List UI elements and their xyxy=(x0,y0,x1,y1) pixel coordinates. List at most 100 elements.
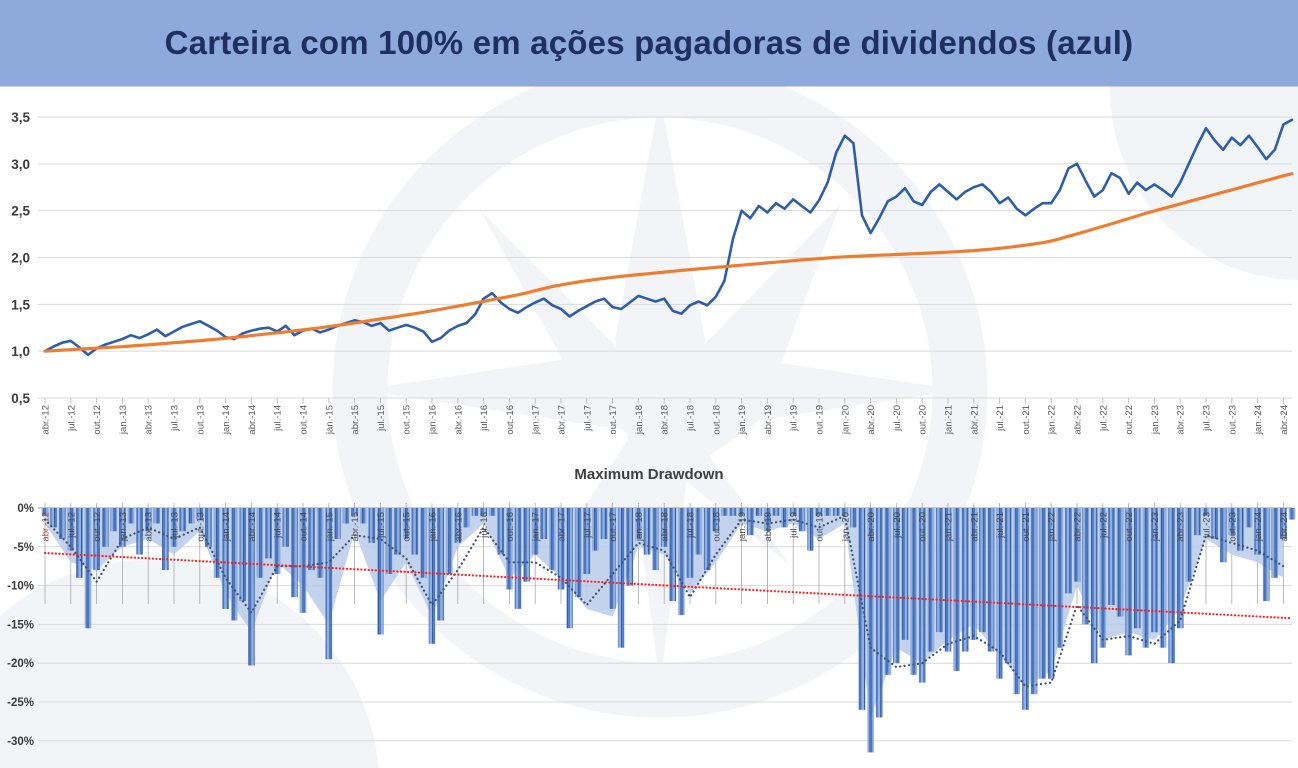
drawdown-x-tick-label: jan.-22 xyxy=(1047,512,1058,542)
drawdown-x-tick-label: out.-13 xyxy=(195,512,206,542)
performance-x-tick-label: jul.-13 xyxy=(170,405,181,432)
performance-y-tick-label: 3,0 xyxy=(11,157,30,172)
drawdown-bars xyxy=(41,508,1296,753)
performance-x-axis: abr.-12 jul.-12 out.-12 jan.-13 abr.-13 jul.-… xyxy=(41,398,1290,435)
performance-x-tick-label: out.-15 xyxy=(402,405,413,435)
drawdown-x-tick-label: jan.-13 xyxy=(118,512,129,542)
performance-x-tick-label: out.-23 xyxy=(1227,405,1238,435)
drawdown-x-tick-label: jul.-22 xyxy=(1098,512,1109,539)
drawdown-x-tick-label: jul.-13 xyxy=(170,512,181,539)
performance-x-tick-label: jan.-13 xyxy=(118,405,129,435)
drawdown-x-tick-label: abr.-20 xyxy=(866,512,877,542)
drawdown-y-tick-label: -15% xyxy=(7,619,34,631)
drawdown-x-tick-label: abr.-13 xyxy=(144,512,155,542)
drawdown-x-tick-label: jul.-20 xyxy=(892,512,903,539)
drawdown-x-tick-label: jul.-23 xyxy=(1202,512,1213,539)
performance-x-tick-label: jan.-14 xyxy=(221,405,232,435)
drawdown-x-tick-label: jan.-18 xyxy=(634,512,645,542)
drawdown-x-tick-label: out.-16 xyxy=(505,512,516,542)
performance-x-tick-label: jan.-22 xyxy=(1047,405,1058,435)
performance-x-tick-label: out.-22 xyxy=(1124,405,1135,435)
drawdown-x-tick-label: jan.-14 xyxy=(221,512,232,542)
drawdown-x-tick-label: jul.-16 xyxy=(479,512,490,539)
drawdown-x-tick-label: jan.-15 xyxy=(324,512,335,542)
performance-x-tick-label: out.-13 xyxy=(195,405,206,435)
performance-x-tick-label: out.-14 xyxy=(299,405,310,435)
drawdown-x-tick-label: jan.-21 xyxy=(944,512,955,542)
drawdown-x-tick-label: out.-21 xyxy=(1021,512,1032,542)
performance-x-tick-label: jan.-17 xyxy=(531,405,542,435)
drawdown-x-tick-label: out.-22 xyxy=(1124,512,1135,542)
drawdown-x-tick-label: abr.-19 xyxy=(763,512,774,542)
performance-x-tick-label: abr.-22 xyxy=(1073,405,1084,435)
performance-x-tick-label: jul.-15 xyxy=(376,405,387,432)
performance-x-tick-label: abr.-14 xyxy=(247,405,258,435)
drawdown-x-tick-label: jan.-20 xyxy=(840,512,851,542)
performance-x-tick-label: abr.-16 xyxy=(453,405,464,435)
drawdown-y-tick-label: -20% xyxy=(7,658,34,670)
performance-x-tick-label: out.-19 xyxy=(815,405,826,435)
drawdown-x-tick-label: out.-14 xyxy=(299,512,310,542)
performance-x-tick-label: abr.-23 xyxy=(1176,405,1187,435)
drawdown-x-tick-label: jul.-21 xyxy=(995,512,1006,539)
performance-x-tick-label: out.-12 xyxy=(92,405,103,435)
drawdown-x-tick-label: out.-17 xyxy=(608,512,619,542)
performance-x-tick-label: jul.-14 xyxy=(273,405,284,432)
drawdown-y-tick-label: -25% xyxy=(7,697,34,709)
drawdown-y-tick-label: 0% xyxy=(17,503,34,515)
performance-x-tick-label: jan.-16 xyxy=(428,405,439,435)
performance-y-tick-label: 0,5 xyxy=(11,391,30,406)
drawdown-y-tick-label: -10% xyxy=(7,581,34,593)
performance-y-tick-label: 3,5 xyxy=(11,110,30,125)
drawdown-x-tick-label: abr.-15 xyxy=(350,512,361,542)
drawdown-x-tick-label: jul.-15 xyxy=(376,512,387,539)
drawdown-chart: 0% -5% -10% -15% -20% -25% -30% abr.-12 jul.-12 o… xyxy=(7,503,1296,753)
drawdown-x-labels: abr.-12 jul.-12 out.-12 jan.-13 abr.-13 jul.-… xyxy=(41,512,1290,542)
drawdown-x-tick-label: out.-15 xyxy=(402,512,413,542)
performance-x-tick-label: jul.-17 xyxy=(582,405,593,432)
performance-x-tick-label: jan.-19 xyxy=(737,405,748,435)
drawdown-x-tick-label: abr.-12 xyxy=(41,512,52,542)
series-carteira-dividendos xyxy=(43,118,1294,357)
drawdown-x-tick-label: jul.-18 xyxy=(686,512,697,539)
performance-x-tick-label: jan.-23 xyxy=(1150,405,1161,435)
page-title: Carteira com 100% em ações pagadoras de … xyxy=(164,24,1134,61)
performance-chart: 3,5 3,0 2,5 2,0 1,5 1,0 0,5 abr.-12 jul.-12 out.-… xyxy=(11,110,1294,435)
drawdown-x-tick-label: jan.-16 xyxy=(428,512,439,542)
drawdown-x-tick-label: abr.-14 xyxy=(247,512,258,542)
performance-x-tick-label: out.-16 xyxy=(505,405,516,435)
performance-y-tick-label: 1,5 xyxy=(11,297,30,312)
performance-y-tick-label: 2,0 xyxy=(11,250,30,265)
drawdown-x-tick-label: jul.-14 xyxy=(273,512,284,539)
drawdown-y-tick-label: -5% xyxy=(14,542,34,554)
drawdown-x-tick-label: jan.-19 xyxy=(737,512,748,542)
performance-x-tick-label: jan.-15 xyxy=(324,405,335,435)
performance-x-tick-label: abr.-20 xyxy=(866,405,877,435)
drawdown-trend-line xyxy=(43,551,1292,620)
performance-y-gridlines: 3,5 3,0 2,5 2,0 1,5 1,0 0,5 xyxy=(11,110,1292,406)
performance-x-tick-label: jul.-12 xyxy=(66,405,77,432)
series-benchmark-cdi xyxy=(43,172,1294,353)
performance-x-tick-label: abr.-18 xyxy=(660,405,671,435)
performance-x-tick-label: abr.-17 xyxy=(557,405,568,435)
performance-x-tick-label: out.-21 xyxy=(1021,405,1032,435)
performance-x-tick-label: jan.-21 xyxy=(944,405,955,435)
drawdown-smoothed-line xyxy=(43,514,1285,688)
drawdown-x-tick-label: jul.-12 xyxy=(66,512,77,539)
performance-x-tick-label: jul.-21 xyxy=(995,405,1006,432)
drawdown-y-tick-label: -30% xyxy=(7,736,34,748)
performance-x-tick-label: jul.-18 xyxy=(686,405,697,432)
performance-x-tick-label: jan.-20 xyxy=(840,405,851,435)
drawdown-x-tick-label: out.-18 xyxy=(711,512,722,542)
drawdown-x-tick-label: jan.-23 xyxy=(1150,512,1161,542)
drawdown-chart-title: Maximum Drawdown xyxy=(574,466,724,483)
drawdown-x-tick-label: jul.-19 xyxy=(789,512,800,539)
performance-x-tick-label: out.-17 xyxy=(608,405,619,435)
performance-x-tick-label: jul.-19 xyxy=(789,405,800,432)
drawdown-x-tick-label: abr.-23 xyxy=(1176,512,1187,542)
performance-x-tick-label: jul.-23 xyxy=(1202,405,1213,432)
drawdown-x-tick-label: abr.-17 xyxy=(557,512,568,542)
drawdown-x-tick-label: abr.-24 xyxy=(1279,512,1290,542)
